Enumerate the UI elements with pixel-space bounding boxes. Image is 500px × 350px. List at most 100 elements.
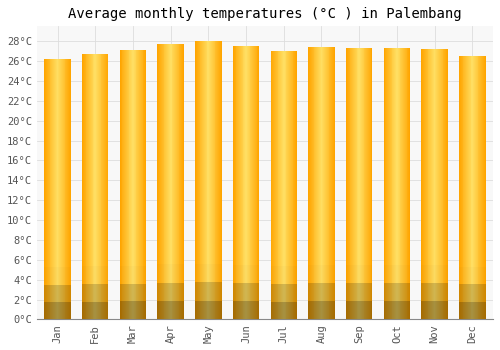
Bar (428, 284, 430, 301)
Bar (395, 283, 396, 301)
Bar (126, 50, 127, 320)
Bar (403, 48, 404, 320)
Bar (392, 48, 394, 320)
Bar (278, 51, 280, 320)
Bar (469, 267, 470, 284)
Bar (250, 301, 252, 320)
Bar (445, 301, 446, 320)
Bar (354, 301, 355, 320)
Bar (311, 301, 312, 320)
Bar (205, 282, 206, 301)
Bar (446, 49, 447, 320)
Bar (106, 266, 108, 284)
Bar (131, 266, 132, 284)
Bar (324, 283, 325, 301)
Bar (178, 264, 180, 283)
Bar (281, 302, 282, 320)
Bar (256, 265, 258, 283)
Bar (172, 264, 174, 283)
Bar (282, 51, 283, 320)
Bar (204, 282, 205, 301)
Bar (290, 266, 291, 284)
Bar (206, 264, 208, 282)
Bar (100, 302, 102, 320)
Bar (198, 41, 200, 320)
Bar (404, 48, 405, 320)
Bar (67, 59, 68, 320)
Bar (469, 284, 470, 302)
Bar (92, 54, 94, 320)
Bar (162, 264, 163, 283)
Bar (105, 54, 106, 320)
Bar (256, 46, 258, 320)
Bar (347, 265, 348, 283)
Bar (369, 48, 370, 320)
Bar (428, 301, 430, 320)
Bar (406, 301, 408, 320)
Bar (296, 266, 297, 284)
Bar (105, 302, 106, 320)
Bar (426, 265, 428, 284)
Bar (198, 264, 200, 282)
Bar (438, 301, 439, 320)
Bar (248, 46, 250, 320)
Bar (438, 284, 439, 301)
Bar (432, 301, 433, 320)
Bar (206, 301, 208, 320)
Bar (89, 266, 90, 284)
Bar (472, 267, 473, 284)
Bar (288, 284, 289, 302)
Bar (332, 265, 333, 283)
Bar (48, 267, 50, 285)
Bar (483, 267, 484, 284)
Bar (169, 44, 170, 320)
Bar (196, 282, 197, 301)
Bar (248, 301, 250, 320)
Bar (397, 301, 398, 320)
Bar (432, 284, 433, 301)
Bar (97, 54, 98, 320)
Bar (362, 48, 364, 320)
Bar (270, 266, 272, 284)
Bar (362, 265, 364, 283)
Bar (70, 285, 71, 302)
Bar (405, 265, 406, 283)
Bar (82, 266, 83, 284)
Bar (369, 265, 370, 283)
Bar (459, 284, 460, 302)
Bar (254, 46, 255, 320)
Bar (95, 266, 96, 284)
Bar (484, 284, 486, 302)
Bar (428, 49, 430, 320)
Bar (274, 51, 275, 320)
Bar (216, 301, 217, 320)
Bar (202, 41, 203, 320)
Bar (46, 302, 47, 320)
Bar (408, 265, 409, 283)
Bar (353, 48, 354, 320)
Bar (369, 283, 370, 301)
Bar (364, 301, 366, 320)
Bar (396, 265, 397, 283)
Bar (246, 283, 247, 301)
Bar (181, 264, 182, 283)
Bar (402, 48, 403, 320)
Bar (133, 50, 134, 320)
Bar (89, 54, 90, 320)
Bar (358, 48, 359, 320)
Bar (258, 283, 260, 301)
Bar (282, 284, 283, 302)
Bar (474, 267, 475, 284)
Bar (333, 301, 334, 320)
Bar (63, 285, 64, 302)
Bar (466, 56, 467, 320)
Bar (440, 284, 441, 301)
Bar (461, 302, 462, 320)
Bar (241, 265, 242, 283)
Bar (102, 302, 103, 320)
Bar (172, 301, 174, 320)
Bar (139, 301, 140, 320)
Bar (48, 302, 49, 320)
Bar (45, 285, 46, 302)
Bar (175, 301, 176, 320)
